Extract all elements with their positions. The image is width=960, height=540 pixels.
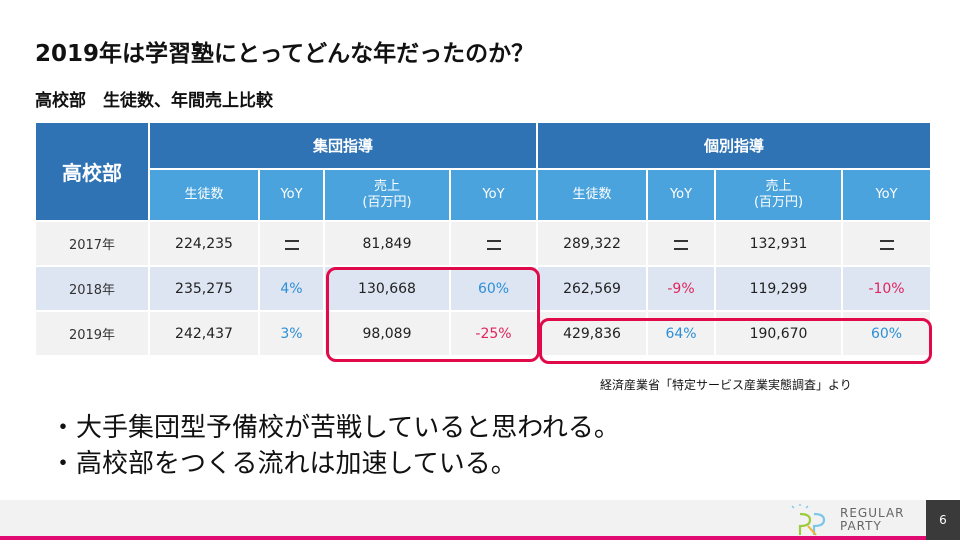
yoy-cell: 60% [448,265,539,312]
group-header-kobetsu: 個別指導 [536,121,933,170]
year-cell: 2017年 [34,220,150,267]
yoy-cell: -25% [448,310,539,357]
col-header-sales-line2: (百万円) [753,195,804,210]
yoy-cell [646,220,717,267]
yoy-cell: 4% [258,265,325,312]
students-cell: 235,275 [148,265,260,312]
no-data-dash-icon [879,239,894,250]
col-header-sales: 売上 (百万円) [323,168,451,222]
no-data-dash-icon [674,239,689,250]
sales-cell: 132,931 [714,220,844,267]
logo-text-line1: REGULAR [840,506,905,520]
col-header-yoy: YoY [448,168,539,222]
table-corner-label: 高校部 [34,121,150,222]
yoy-cell: 3% [258,310,325,357]
col-header-students: 生徒数 [148,168,260,222]
col-header-sales-line1: 売上 [765,179,792,194]
sales-cell: 130,668 [323,265,451,312]
slide-subtitle: 高校部 生徒数、年間売上比較 [35,91,273,111]
sales-cell: 81,849 [323,220,451,267]
highlight-box-shudan-sales [326,267,540,362]
slide-title: 2019年は学習塾にとってどんな年だったのか？ [35,41,535,67]
no-data-dash-icon [284,239,299,250]
table-row: 2018年 235,275 4% 130,668 60% 262,569 -9%… [34,265,933,312]
logo-text: REGULAR PARTY [840,507,905,533]
students-cell: 289,322 [536,220,649,267]
col-header-sales: 売上 (百万円) [714,168,844,222]
bullet-item: ・高校部をつくる流れは加速している。 [50,449,517,479]
no-data-dash-icon [486,239,501,250]
year-cell: 2018年 [34,265,150,312]
col-header-yoy: YoY [646,168,717,222]
sales-cell: 98,089 [323,310,451,357]
bullet-list: ・大手集団型予備校が苦戦していると思われる。 ・高校部をつくる流れは加速している… [50,410,620,482]
yoy-cell: -10% [841,265,933,312]
col-header-sales-line2: (百万円) [362,195,412,210]
yoy-cell [258,220,325,267]
yoy-cell: -9% [646,265,717,312]
yoy-cell [448,220,539,267]
col-header-sales-line1: 売上 [373,179,400,194]
year-cell: 2019年 [34,310,150,357]
footer-accent-line [0,536,926,540]
logo-text-line2: PARTY [840,519,882,533]
students-cell: 224,235 [148,220,260,267]
footer-band [0,500,926,537]
students-cell: 262,569 [536,265,649,312]
yoy-cell [841,220,933,267]
students-cell: 242,437 [148,310,260,357]
page-number: 6 [926,500,960,540]
regular-party-logo-icon [791,504,826,536]
table-row: 2017年 224,235 81,849 289,322 132,931 [34,220,933,267]
comparison-table: 高校部 集団指導 個別指導 生徒数 YoY 売上 (百万円) YoY 生徒数 Y… [34,121,933,357]
col-header-students: 生徒数 [536,168,649,222]
group-header-shudan: 集団指導 [147,121,539,170]
col-header-yoy: YoY [841,168,933,222]
col-header-yoy: YoY [258,168,325,222]
sales-cell: 119,299 [714,265,844,312]
highlight-box-kobetsu-2019 [539,318,932,364]
source-note: 経済産業省「特定サービス産業実態調査」より [600,378,852,392]
bullet-item: ・大手集団型予備校が苦戦していると思われる。 [50,413,620,443]
table-row: 2019年 242,437 3% 98,089 -25% 429,836 64%… [34,310,933,357]
